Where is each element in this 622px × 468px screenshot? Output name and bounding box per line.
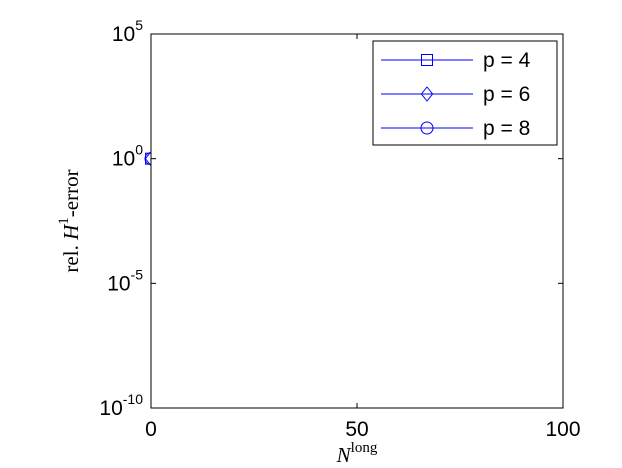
x-tick-label: 0 bbox=[145, 418, 157, 441]
x-axis-label: Nlong bbox=[336, 440, 378, 467]
y-tick-label: 10-10 bbox=[99, 391, 143, 420]
legend-marker-diamond bbox=[420, 86, 434, 102]
y-axis-label: rel. H1-error bbox=[56, 169, 83, 272]
x-tick-label: 100 bbox=[545, 418, 580, 441]
y-tick-label: 10-5 bbox=[107, 266, 143, 295]
legend-marker-circle bbox=[420, 121, 434, 135]
y-tick-label: 105 bbox=[112, 17, 143, 46]
legend-label: p = 4 bbox=[483, 49, 531, 72]
y-tick-label: 100 bbox=[112, 142, 143, 171]
legend-label: p = 6 bbox=[483, 83, 530, 106]
legend-label: p = 8 bbox=[483, 117, 530, 140]
x-tick-label: 50 bbox=[345, 418, 368, 441]
legend-marker-square bbox=[421, 54, 433, 66]
